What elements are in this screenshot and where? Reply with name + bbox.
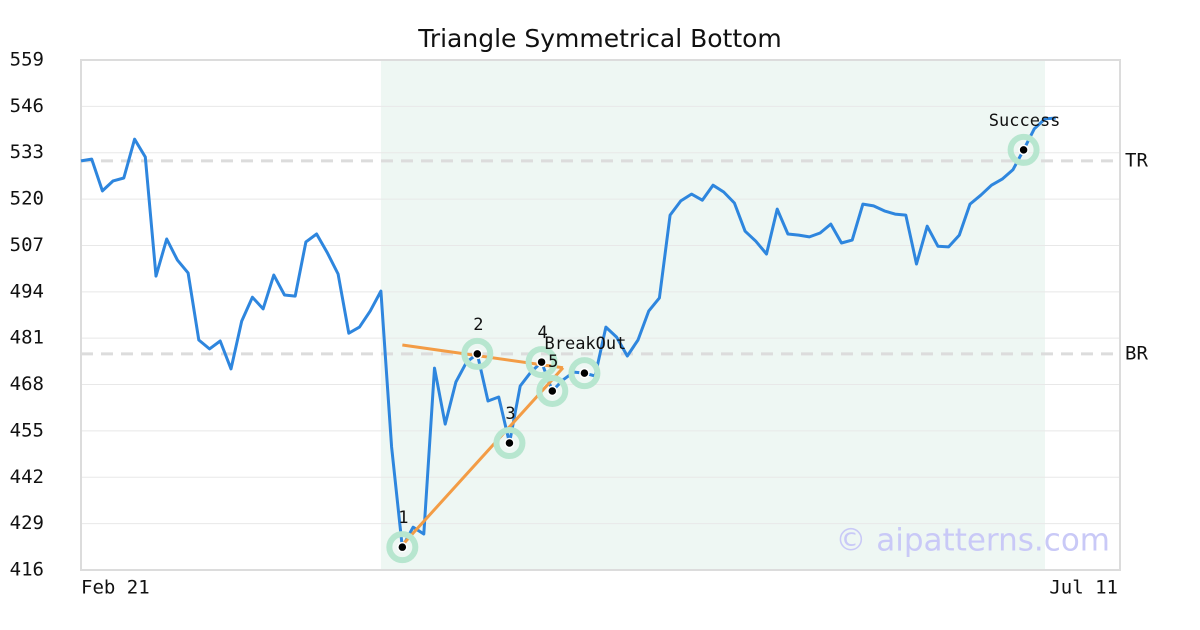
watermark: © aipatterns.com	[835, 523, 1110, 559]
y-tick-label: 429	[10, 512, 44, 534]
point-label: 4	[537, 323, 547, 343]
y-tick-label: 559	[10, 49, 44, 71]
point-label: 3	[505, 404, 515, 424]
y-tick-label: 468	[10, 373, 44, 395]
level-label: TR	[1125, 149, 1148, 171]
point-halo	[1007, 133, 1040, 166]
point-halo	[493, 427, 526, 460]
point-halo	[461, 337, 494, 370]
chart-title: Triangle Symmetrical Bottom	[417, 24, 782, 53]
point-label: 2	[473, 315, 483, 335]
y-tick-label: 546	[10, 95, 44, 117]
point-label: 1	[398, 508, 408, 528]
point-dot	[397, 541, 408, 553]
point-dot	[536, 356, 547, 368]
y-tick-label: 481	[10, 327, 44, 349]
y-tick-label: 507	[10, 234, 44, 256]
price-line	[80, 116, 1056, 549]
plot-frame	[80, 59, 1121, 571]
point-halo	[536, 374, 569, 407]
point-dot	[1018, 144, 1029, 156]
x-tick-label: Jul 11	[1049, 577, 1118, 599]
y-tick-label: 416	[10, 559, 44, 581]
y-tick-label: 494	[10, 280, 44, 302]
point-dot	[579, 367, 590, 379]
trend-line	[402, 343, 564, 370]
point-label: BreakOut	[544, 334, 626, 354]
point-dot	[547, 385, 558, 397]
y-tick-label: 455	[10, 419, 44, 441]
point-halo	[525, 346, 558, 379]
pattern-region	[380, 60, 1046, 570]
point-dot	[472, 348, 483, 360]
point-halo	[568, 357, 601, 390]
y-tick-label: 520	[10, 188, 44, 210]
point-label: Success	[989, 111, 1061, 131]
point-halo	[386, 531, 419, 564]
y-tick-label: 442	[10, 466, 44, 488]
y-tick-label: 533	[10, 141, 44, 163]
x-tick-label: Feb 21	[81, 577, 150, 599]
level-label: BR	[1125, 342, 1148, 364]
point-label: 5	[548, 352, 558, 372]
point-dot	[504, 437, 515, 449]
trend-line	[401, 366, 565, 547]
